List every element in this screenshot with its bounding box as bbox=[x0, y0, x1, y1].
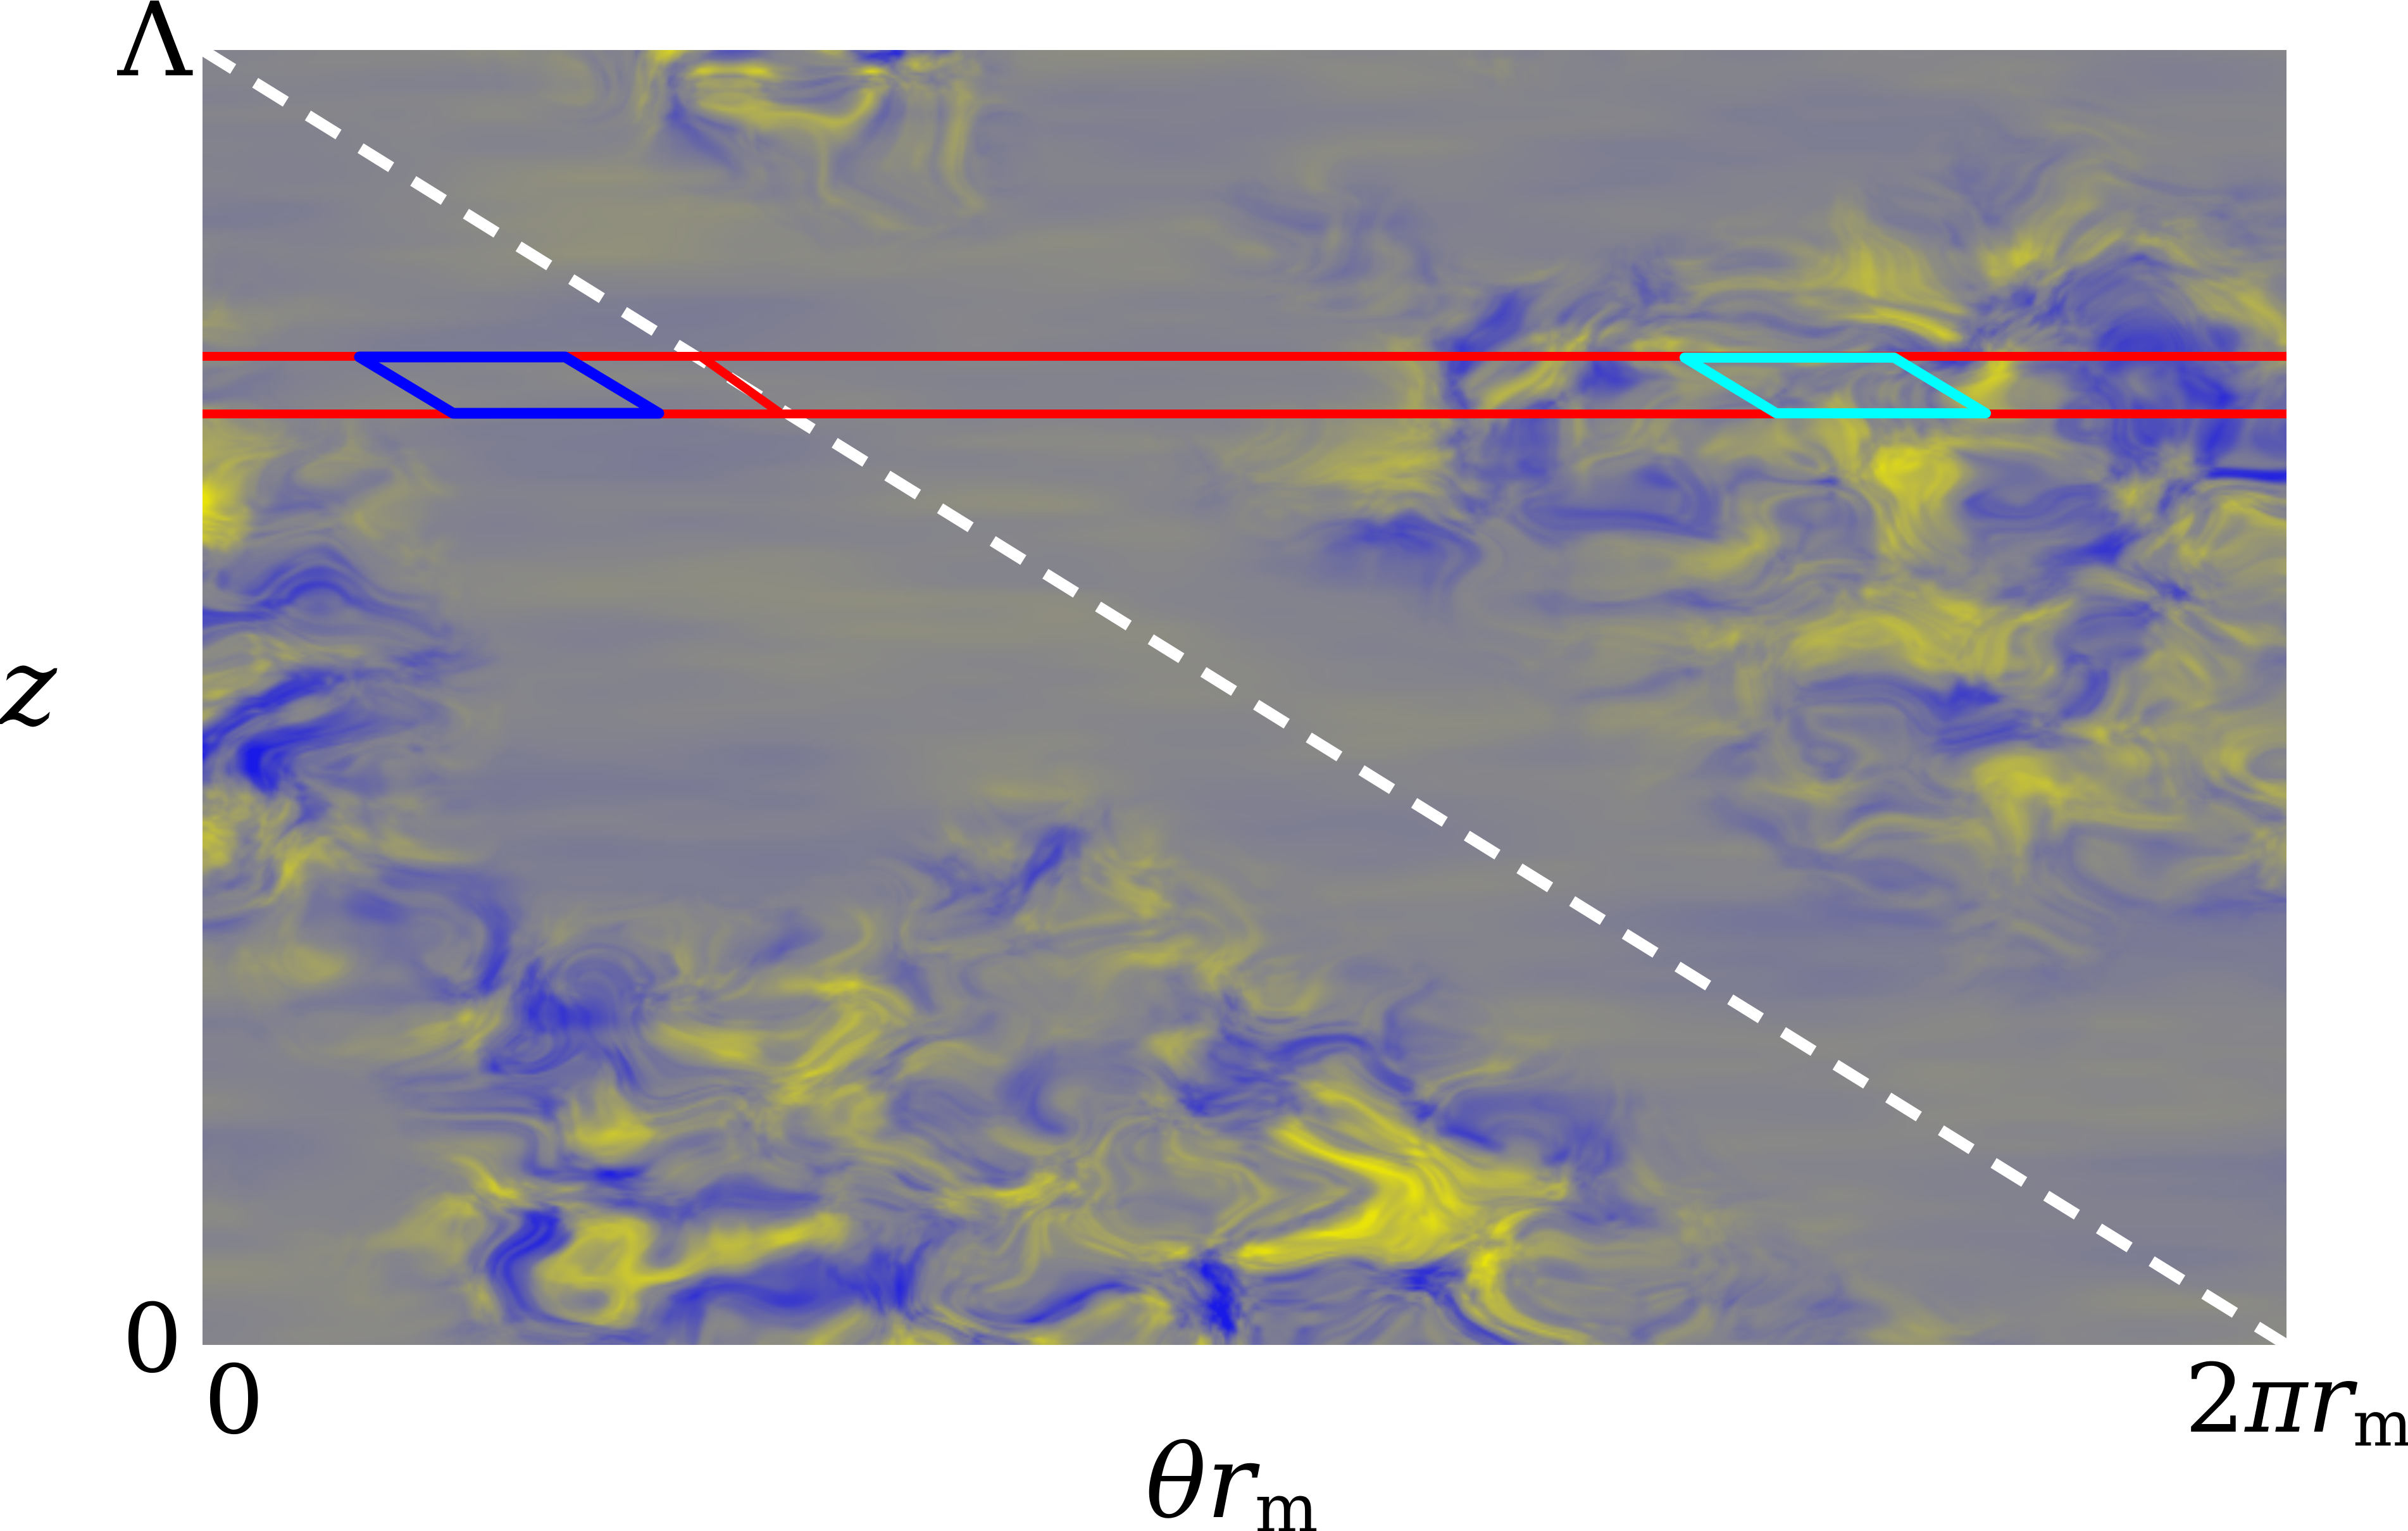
x-axis-tick-right: 2πrm bbox=[2185, 1352, 2408, 1456]
cyan-parallelogram bbox=[1680, 353, 1991, 418]
x-axis-tick-right-symbols: πr bbox=[2245, 1344, 2353, 1454]
x-axis-label-subscript: m bbox=[1254, 1470, 1318, 1531]
domain-diagonal-dashed-line bbox=[203, 50, 2286, 1345]
y-axis-tick-bottom: 0 bbox=[122, 1284, 183, 1394]
red-band-slanted-edge bbox=[695, 351, 783, 416]
x-axis-tick-left: 0 bbox=[204, 1346, 265, 1456]
turbulence-heatmap-canvas bbox=[203, 50, 2286, 1345]
y-axis-label: z bbox=[0, 625, 57, 750]
y-axis-tick-top: Λ bbox=[118, 0, 192, 100]
annotation-layer bbox=[203, 50, 2286, 1345]
x-axis-label: θrm bbox=[1145, 1432, 1318, 1531]
x-axis-label-symbols: θr bbox=[1145, 1423, 1255, 1531]
plot-area bbox=[203, 50, 2286, 1345]
x-axis-tick-right-coefficient: 2 bbox=[2185, 1344, 2245, 1454]
x-axis-tick-right-subscript: m bbox=[2352, 1387, 2408, 1461]
blue-parallelogram bbox=[354, 351, 664, 419]
